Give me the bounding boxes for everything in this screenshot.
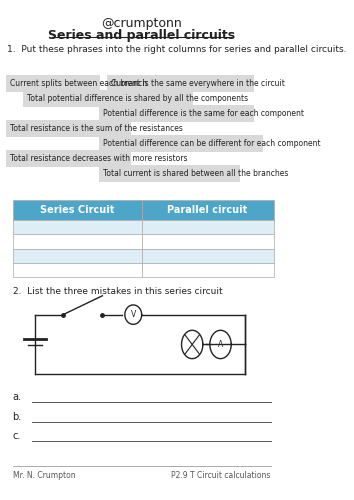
FancyBboxPatch shape [99,106,255,122]
Text: Total resistance decreases with more resistors: Total resistance decreases with more res… [10,154,188,163]
Text: @crumptonn: @crumptonn [101,18,182,30]
Text: b.: b. [13,412,22,422]
Text: P2.9 T Circuit calculations: P2.9 T Circuit calculations [171,472,271,480]
Text: Parallel circuit: Parallel circuit [167,205,248,215]
Text: a.: a. [13,392,22,402]
Text: Series Circuit: Series Circuit [40,205,114,215]
Text: Total current is shared between all the branches: Total current is shared between all the … [103,169,289,178]
Bar [13,220,142,234]
Bar [142,200,274,220]
Text: 1.  Put these phrases into the right columns for series and parallel circuits.: 1. Put these phrases into the right colu… [7,45,347,54]
Bar [13,234,142,249]
Bar [142,249,274,263]
Text: Mr. N. Crumpton: Mr. N. Crumpton [13,472,75,480]
Bar [142,234,274,249]
FancyBboxPatch shape [6,150,131,167]
Bar [13,200,142,220]
FancyBboxPatch shape [99,165,240,182]
Bar [13,263,142,278]
Text: Current is the same everywhere in the circuit: Current is the same everywhere in the ci… [112,80,285,88]
Text: 2.  List the three mistakes in this series circuit: 2. List the three mistakes in this serie… [13,288,222,296]
Text: Potential difference is the same for each component: Potential difference is the same for eac… [103,110,304,118]
FancyBboxPatch shape [23,90,193,108]
Text: A: A [218,340,223,349]
Text: Total potential difference is shared by all the components: Total potential difference is shared by … [27,94,248,104]
Text: Total resistance is the sum of the resistances: Total resistance is the sum of the resis… [10,124,183,133]
Text: Potential difference can be different for each component: Potential difference can be different fo… [103,139,321,148]
FancyBboxPatch shape [99,135,263,152]
FancyBboxPatch shape [6,120,131,137]
Text: Current splits between each branch: Current splits between each branch [10,80,148,88]
Bar [142,220,274,234]
FancyBboxPatch shape [108,76,255,92]
Text: c.: c. [13,432,21,442]
Text: V: V [131,310,136,319]
Bar [13,249,142,263]
Bar [142,263,274,278]
FancyBboxPatch shape [6,76,100,92]
Text: Series and parallel circuits: Series and parallel circuits [48,28,235,42]
